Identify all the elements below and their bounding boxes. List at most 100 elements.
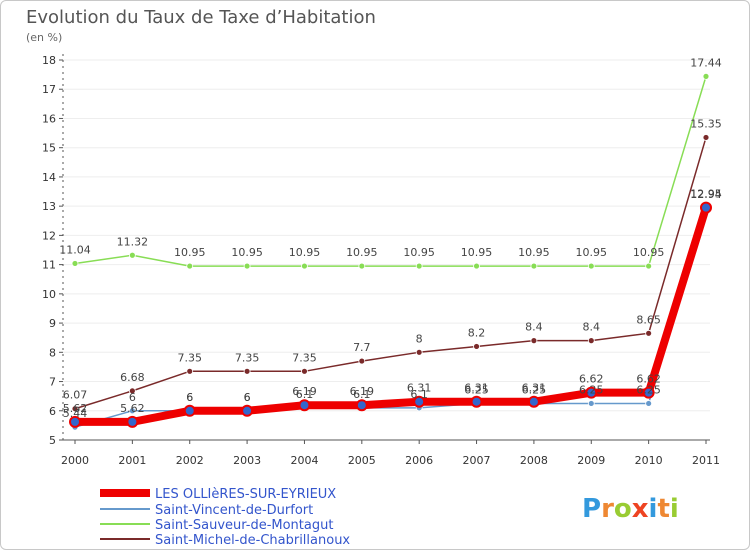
x-axis-ticks: 2000 2001 2002 2003 2004 2005 2006 2007 2008 2009… — [61, 440, 720, 467]
y-tick-label: 14 — [42, 171, 56, 184]
data-label: 7.35 — [235, 351, 260, 364]
data-label: 10.95 — [403, 246, 435, 259]
data-label: 10.95 — [461, 246, 493, 259]
x-tick-label: 2000 — [61, 454, 89, 467]
series-point — [301, 367, 308, 375]
series-point — [128, 387, 136, 395]
y-tick-label: 13 — [42, 200, 56, 213]
data-label: 11.04 — [59, 243, 91, 256]
series-point — [642, 386, 655, 399]
data-label: 15.35 — [690, 117, 722, 130]
data-label: 6.1 — [353, 388, 371, 401]
x-tick-label: 2011 — [692, 454, 720, 467]
y-tick-label: 9 — [49, 317, 56, 330]
x-tick-label: 2007 — [463, 454, 491, 467]
series-point — [587, 262, 595, 270]
data-label: 6.31 — [407, 382, 432, 395]
series-point — [700, 201, 712, 214]
series-point — [645, 262, 653, 270]
series-point — [71, 405, 79, 413]
x-tick-label: 2009 — [577, 454, 605, 467]
logo-text: Proxiti — [582, 494, 679, 524]
logo-letter: o — [614, 494, 632, 524]
data-label: 8 — [416, 332, 423, 345]
data-label: 7.7 — [353, 341, 371, 354]
series-point — [415, 348, 423, 356]
series-point — [298, 399, 311, 412]
data-label: 8.4 — [583, 321, 601, 334]
series-line — [74, 76, 707, 267]
y-tick-label: 7 — [49, 376, 56, 389]
x-tick-label: 2004 — [290, 454, 318, 467]
series-point — [587, 337, 595, 345]
series-point — [71, 260, 79, 267]
data-label: 5.44 — [63, 407, 88, 420]
data-label: 6.68 — [120, 371, 145, 384]
x-tick-label: 2001 — [118, 454, 146, 467]
series-point — [530, 262, 538, 270]
y-tick-label: 8 — [49, 346, 56, 359]
data-label: 6.62 — [636, 373, 661, 386]
legend-item-1: Saint-Vincent-de-Durfort — [155, 503, 313, 518]
y-tick-label: 15 — [42, 142, 56, 155]
y-tick-label: 18 — [42, 54, 56, 67]
series-point — [415, 262, 423, 270]
series-point — [358, 357, 366, 365]
y-tick-label: 16 — [42, 112, 56, 125]
data-label: 12.95 — [690, 188, 722, 201]
data-label: 6 — [244, 391, 251, 404]
data-label: 5.62 — [120, 402, 145, 415]
series-line — [75, 206, 710, 426]
series-point — [126, 415, 139, 428]
series-point — [243, 262, 251, 270]
data-label: 10.95 — [346, 246, 378, 259]
series-point — [413, 395, 426, 408]
data-label: 10.95 — [633, 246, 665, 259]
y-tick-label: 12 — [42, 229, 56, 242]
series-point — [527, 395, 540, 408]
data-label: 10.95 — [174, 246, 206, 259]
data-label: 8.65 — [636, 313, 661, 326]
series-point — [128, 407, 136, 415]
data-label: 6.1 — [410, 388, 428, 401]
data-label: 6.25 — [464, 383, 489, 396]
data-label: 12.94 — [690, 188, 722, 201]
proxiti-logo: Proxiti — [582, 494, 679, 524]
data-label: 6.31 — [464, 382, 489, 395]
data-label: 8.4 — [525, 321, 543, 334]
data-label: 6.25 — [579, 383, 604, 396]
x-tick-label: 2005 — [348, 454, 376, 467]
data-label: 8.2 — [468, 326, 486, 339]
data-label: 10.95 — [289, 246, 321, 259]
series-point — [241, 404, 254, 417]
y-tick-label: 5 — [49, 434, 56, 447]
y-axis-ticks: 5 6 7 8 9 10 11 12 13 14 15 16 17 18 — [42, 54, 63, 447]
data-label: 6.07 — [63, 389, 88, 402]
chart-title: Evolution du Taux de Taxe d’Habitation — [26, 7, 376, 28]
data-label: 17.44 — [690, 56, 722, 69]
data-label: 7.35 — [177, 351, 202, 364]
series-point — [530, 337, 538, 345]
axes — [62, 54, 710, 441]
series-point — [645, 329, 653, 337]
data-label: 6 — [186, 391, 193, 404]
logo-letter: P — [582, 494, 601, 524]
series-point — [243, 367, 251, 375]
series-point — [186, 367, 194, 375]
series-line — [74, 137, 707, 410]
data-label: 11.32 — [117, 235, 149, 248]
data-label: 6 — [186, 391, 193, 404]
y-tick-label: 11 — [42, 259, 56, 272]
series-point — [702, 134, 710, 141]
data-label: 10.95 — [576, 246, 608, 259]
data-label: 6.25 — [522, 383, 547, 396]
logo-letter: r — [601, 494, 614, 524]
series-point — [470, 395, 483, 408]
series-point — [355, 399, 368, 412]
legend: LES OLLIèRES-SUR-EYRIEUX Saint-Vincent-d… — [100, 487, 350, 548]
data-label: 6.19 — [350, 385, 375, 398]
data-labels: 11.04 11.32 10.95 10.95 10.95 10.95 10.95 10.95… — [59, 56, 722, 420]
legend-item-2: Saint-Sauveur-de-Montagut — [155, 518, 333, 533]
